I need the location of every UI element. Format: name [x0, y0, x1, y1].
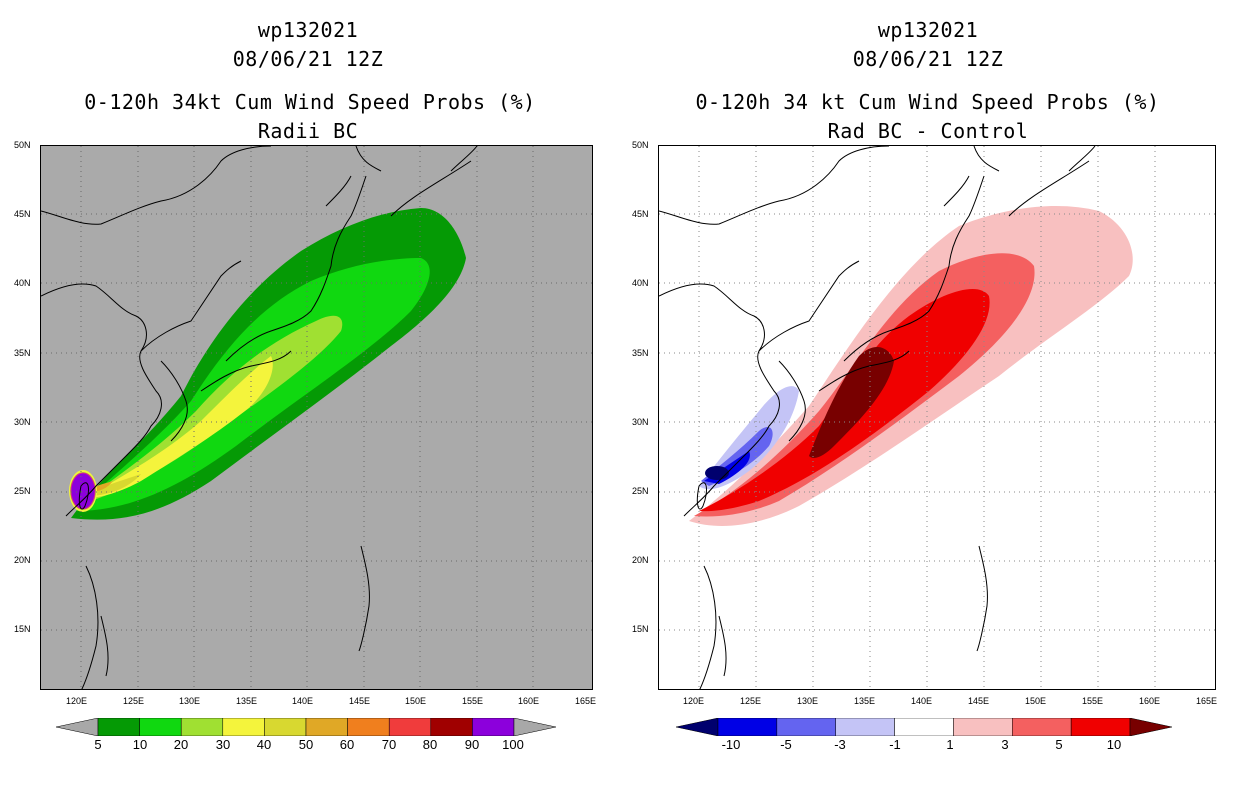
left-colorbar — [56, 718, 556, 736]
gridlines — [659, 146, 1215, 689]
colorbar-arrow-high — [513, 718, 556, 736]
right-lon-label: 130E — [797, 696, 819, 706]
right-lon-label: 155E — [1082, 696, 1104, 706]
right-lon-label: 165E — [1196, 696, 1218, 706]
colorbar-swatch — [953, 718, 1013, 736]
colorbar-swatch — [472, 718, 515, 736]
gridlines — [41, 146, 592, 689]
right-colorbar-label: -1 — [889, 737, 901, 752]
colorbar-swatch — [97, 718, 140, 736]
left-colorbar-label: 40 — [256, 737, 272, 752]
right-lat-label: 40N — [632, 278, 649, 288]
right-lon-label: 140E — [911, 696, 933, 706]
colorbar-swatch — [264, 718, 307, 736]
right-lon-label: 120E — [683, 696, 705, 706]
left-title-method: Radii BC — [257, 119, 359, 143]
colorbar-swatch — [388, 718, 432, 736]
right-colorbar-label: -10 — [721, 737, 741, 752]
left-lat-label: 15N — [14, 624, 31, 634]
left-lon-label: 140E — [292, 696, 314, 706]
colorbar-arrow-low — [676, 718, 719, 736]
coastlines — [659, 146, 1096, 689]
colorbar-swatch — [180, 718, 224, 736]
colorbar-swatch — [305, 718, 348, 736]
left-lon-label: 155E — [462, 696, 484, 706]
left-lat-label: 30N — [14, 417, 31, 427]
right-difference-plot — [659, 146, 1215, 689]
left-colorbar-label: 5 — [94, 737, 102, 752]
colorbar-swatch — [347, 718, 390, 736]
difference-contours — [689, 206, 1133, 526]
left-lat-label: 40N — [14, 278, 31, 288]
left-lon-label: 130E — [179, 696, 201, 706]
left-title-storm-id: wp132021 — [257, 18, 359, 42]
right-lat-label: 45N — [632, 209, 649, 219]
right-lat-label: 35N — [632, 348, 649, 358]
right-lat-label: 15N — [632, 624, 649, 634]
colorbar-arrow-low — [56, 718, 99, 736]
left-colorbar-label: 30 — [215, 737, 231, 752]
right-colorbar-label: 3 — [1001, 737, 1009, 752]
left-colorbar-label: 70 — [381, 737, 397, 752]
right-title-datetime: 08/06/21 12Z — [852, 47, 1004, 71]
colorbar-arrow-high — [1129, 718, 1172, 736]
right-colorbar-label: -3 — [834, 737, 846, 752]
right-colorbar — [676, 718, 1172, 736]
left-colorbar-label: 10 — [132, 737, 148, 752]
right-colorbar-label: 5 — [1055, 737, 1063, 752]
left-lon-label: 160E — [518, 696, 540, 706]
left-lon-label: 120E — [66, 696, 88, 706]
colorbar-swatch — [1070, 718, 1131, 736]
colorbar-swatch — [835, 718, 895, 736]
right-map-panel — [658, 145, 1216, 690]
right-title-storm-id: wp132021 — [877, 18, 979, 42]
left-title-datetime: 08/06/21 12Z — [232, 47, 384, 71]
colorbar-swatch — [717, 718, 778, 736]
left-colorbar-label: 90 — [464, 737, 480, 752]
right-lat-label: 50N — [632, 140, 649, 150]
left-lon-label: 125E — [123, 696, 145, 706]
right-lon-label: 160E — [1139, 696, 1161, 706]
right-lat-label: 20N — [632, 555, 649, 565]
left-lon-label: 135E — [236, 696, 258, 706]
right-lon-label: 125E — [740, 696, 762, 706]
left-colorbar-label: 80 — [422, 737, 438, 752]
colorbar-swatch — [222, 718, 265, 736]
right-colorbar-label: 10 — [1106, 737, 1122, 752]
left-title-product: 0-120h 34kt Cum Wind Speed Probs (%) — [84, 90, 536, 114]
left-lat-label: 25N — [14, 486, 31, 496]
colorbar-swatch — [776, 718, 836, 736]
colorbar-swatch — [430, 718, 473, 736]
left-map-panel — [40, 145, 593, 690]
colorbar-swatch — [1012, 718, 1072, 736]
left-colorbar-label: 20 — [173, 737, 189, 752]
right-lat-label: 30N — [632, 417, 649, 427]
left-lon-label: 165E — [575, 696, 597, 706]
left-colorbar-label: 60 — [339, 737, 355, 752]
left-lon-label: 145E — [349, 696, 371, 706]
right-colorbar-label: -5 — [780, 737, 792, 752]
left-colorbar-label: 50 — [298, 737, 314, 752]
right-title-method: Rad BC - Control — [827, 119, 1029, 143]
left-colorbar-label: 100 — [502, 737, 524, 752]
right-lon-label: 145E — [968, 696, 990, 706]
left-lat-label: 50N — [14, 140, 31, 150]
right-lon-label: 150E — [1025, 696, 1047, 706]
left-lat-label: 35N — [14, 348, 31, 358]
left-lat-label: 20N — [14, 555, 31, 565]
colorbar-swatch — [139, 718, 182, 736]
colorbar-swatch — [894, 718, 954, 736]
right-lat-label: 25N — [632, 486, 649, 496]
left-lon-label: 150E — [405, 696, 427, 706]
right-lon-label: 135E — [854, 696, 876, 706]
left-lat-label: 45N — [14, 209, 31, 219]
left-probability-plot — [41, 146, 592, 689]
coastlines — [41, 146, 478, 689]
probability-contours — [69, 208, 466, 520]
right-colorbar-label: 1 — [946, 737, 954, 752]
right-title-product: 0-120h 34 kt Cum Wind Speed Probs (%) — [695, 90, 1160, 114]
